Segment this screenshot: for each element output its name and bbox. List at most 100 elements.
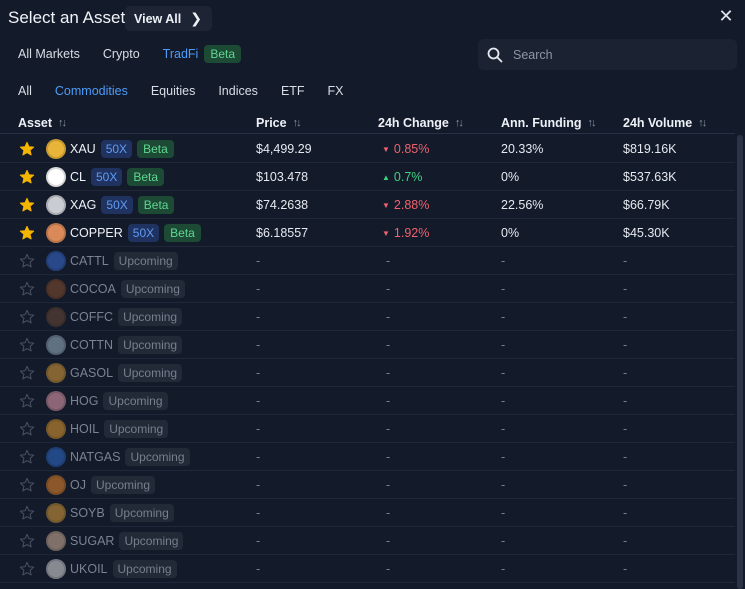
asset-cell: COPPER 50X Beta (70, 224, 201, 242)
change-cell: ▼ 0.85% (382, 142, 429, 156)
price-value: $74.2638 (256, 198, 309, 212)
change-text: 1.92% (393, 226, 430, 240)
favorite-star-icon[interactable] (19, 393, 35, 409)
tab-commodities[interactable]: Commodities (54, 84, 128, 98)
table-row[interactable]: CL 50X Beta $103.478 ▲ 0.7% 0% $537.63K (0, 163, 735, 191)
table-row[interactable]: COTTN Upcoming - - - - (0, 331, 735, 359)
hog-icon (46, 391, 66, 411)
search-icon (487, 47, 503, 63)
column-funding[interactable]: Ann. Funding ↑↓ (501, 116, 597, 130)
table-row[interactable]: SOYB Upcoming - - - - (0, 499, 735, 527)
funding-value: 22.56% (501, 198, 544, 212)
change-value: - (386, 562, 391, 576)
funding-value: 20.33% (501, 142, 544, 156)
favorite-star-icon[interactable] (19, 225, 35, 241)
table-row[interactable]: UKOIL Upcoming - - - - (0, 555, 735, 583)
favorite-star-icon[interactable] (19, 169, 35, 185)
asset-cell: XAG 50X Beta (70, 196, 175, 214)
favorite-star-icon[interactable] (19, 141, 35, 157)
table-row[interactable]: COCOA Upcoming - - - - (0, 275, 735, 303)
change-value: - (386, 254, 391, 268)
table-row[interactable]: HOIL Upcoming - - - - (0, 415, 735, 443)
change-cell: ▲ 0.7% (382, 170, 422, 184)
tab-fx[interactable]: FX (327, 84, 344, 98)
table-row[interactable]: GASOL Upcoming - - - - (0, 359, 735, 387)
tab-all[interactable]: All (18, 84, 32, 98)
asset-cell: CATTL Upcoming (70, 252, 178, 270)
column-change[interactable]: 24h Change ↑↓ (378, 116, 464, 130)
column-volume[interactable]: 24h Volume ↑↓ (623, 116, 707, 130)
close-icon[interactable]: ✕ (718, 6, 734, 26)
asset-symbol: COPPER (70, 226, 123, 240)
price-value: $103.478 (256, 170, 309, 184)
favorite-star-icon[interactable] (19, 477, 35, 493)
scrollbar[interactable] (737, 135, 743, 589)
table-row[interactable]: HOG Upcoming - - - - (0, 387, 735, 415)
table-row[interactable]: XAG 50X Beta $74.2638 ▼ 2.88% 22.56% $66.7… (0, 191, 735, 219)
price-value: $6.18557 (256, 226, 309, 240)
asset-symbol: COCOA (70, 282, 116, 296)
table-row[interactable]: SUGAR Upcoming - - - - (0, 527, 735, 555)
tab-tradfi[interactable]: TradFi (162, 47, 199, 61)
favorite-star-icon[interactable] (19, 253, 35, 269)
asset-symbol: SUGAR (70, 534, 115, 548)
table-row[interactable]: NATGAS Upcoming - - - - (0, 443, 735, 471)
table-row[interactable]: COPPER 50X Beta $6.18557 ▼ 1.92% 0% $45.30… (0, 219, 735, 247)
tab-crypto[interactable]: Crypto (102, 47, 140, 61)
column-price-label: Price (256, 116, 287, 130)
upcoming-badge: Upcoming (112, 560, 177, 578)
leverage-badge: 50X (127, 224, 160, 242)
funding-value: - (501, 338, 506, 352)
change-cell: - (386, 366, 390, 380)
category-tabs: All Commodities Equities Indices ETF FX (18, 82, 367, 100)
volume-value: - (623, 254, 628, 268)
search-input[interactable] (513, 47, 713, 62)
change-text: 0.7% (393, 170, 423, 184)
change-value: - (386, 366, 391, 380)
tab-indices[interactable]: Indices (218, 84, 258, 98)
favorite-star-icon[interactable] (19, 197, 35, 213)
volume-value: $66.79K (623, 198, 670, 212)
favorite-star-icon[interactable] (19, 337, 35, 353)
sort-icon: ↑↓ (698, 117, 707, 129)
asset-symbol: XAU (70, 142, 96, 156)
view-all-button[interactable]: View All ❯ (125, 6, 212, 31)
asset-symbol: CATTL (70, 254, 109, 268)
view-all-label: View All (134, 11, 182, 26)
search-box[interactable] (478, 39, 737, 70)
column-price[interactable]: Price ↑↓ (256, 116, 302, 130)
table-row[interactable]: CATTL Upcoming - - - - (0, 247, 735, 275)
table-row[interactable]: COFFC Upcoming - - - - (0, 303, 735, 331)
funding-value: - (501, 394, 506, 408)
favorite-star-icon[interactable] (19, 449, 35, 465)
table-row[interactable]: XAU 50X Beta $4,499.29 ▼ 0.85% 20.33% $819… (0, 135, 735, 163)
tab-equities[interactable]: Equities (150, 84, 196, 98)
cattle-icon (46, 251, 66, 271)
column-funding-label: Ann. Funding (501, 116, 582, 130)
favorite-star-icon[interactable] (19, 365, 35, 381)
scrollbar-thumb[interactable] (737, 135, 743, 589)
upcoming-badge: Upcoming (113, 252, 178, 270)
change-value: ▲ 0.7% (382, 170, 422, 184)
column-asset[interactable]: Asset ↑↓ (18, 116, 67, 130)
funding-value: 0% (501, 170, 520, 184)
change-cell: - (386, 534, 390, 548)
silver-icon (46, 195, 66, 215)
asset-cell: OJ Upcoming (70, 476, 156, 494)
change-cell: - (386, 310, 390, 324)
table-row[interactable]: OJ Upcoming - - - - (0, 471, 735, 499)
favorite-star-icon[interactable] (19, 561, 35, 577)
beta-badge: Beta (137, 140, 174, 158)
favorite-star-icon[interactable] (19, 505, 35, 521)
triangle-down-icon: ▼ (382, 229, 390, 238)
favorite-star-icon[interactable] (19, 533, 35, 549)
favorite-star-icon[interactable] (19, 281, 35, 297)
tab-etf[interactable]: ETF (280, 84, 305, 98)
change-cell: - (386, 562, 390, 576)
volume-value: - (623, 562, 628, 576)
tab-all-markets[interactable]: All Markets (18, 47, 80, 61)
favorite-star-icon[interactable] (19, 309, 35, 325)
upcoming-badge: Upcoming (119, 532, 184, 550)
upcoming-badge: Upcoming (120, 280, 185, 298)
favorite-star-icon[interactable] (19, 421, 35, 437)
